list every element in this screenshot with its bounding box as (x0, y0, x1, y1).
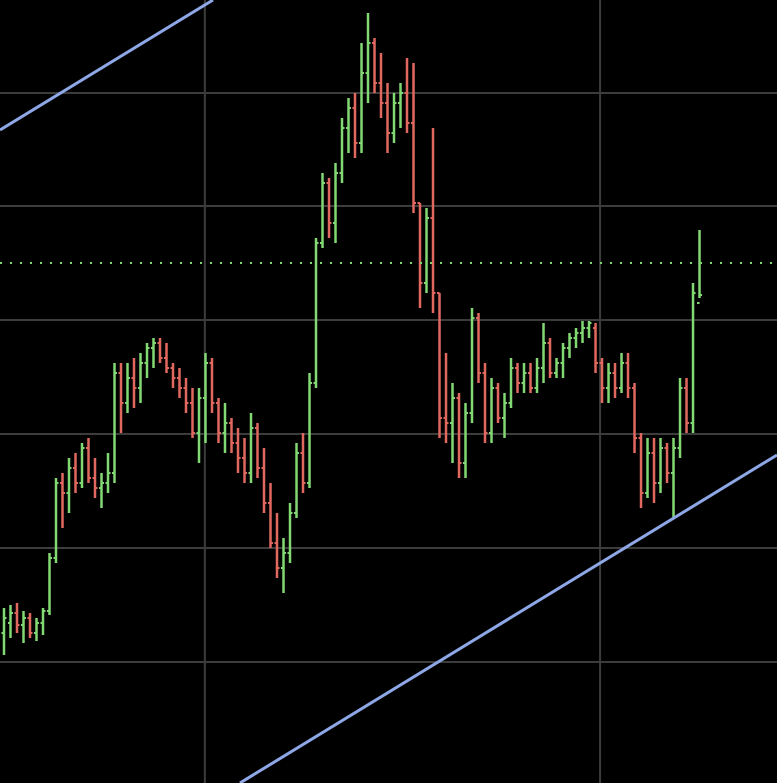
trend-line (0, 0, 214, 132)
trend-line (239, 453, 777, 783)
